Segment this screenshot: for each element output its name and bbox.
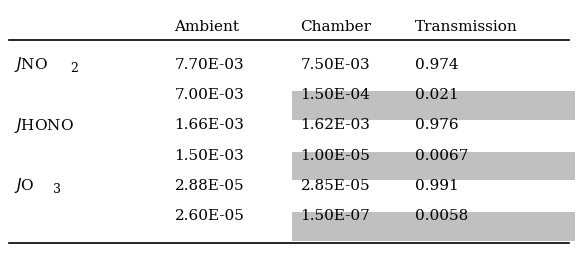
Text: 3: 3 (53, 183, 61, 196)
Text: $\it{J}$HONO: $\it{J}$HONO (14, 116, 74, 135)
Text: $\it{J}$O: $\it{J}$O (14, 176, 35, 195)
Text: 0.0067: 0.0067 (415, 148, 468, 162)
Text: 0.974: 0.974 (415, 58, 458, 72)
FancyBboxPatch shape (292, 212, 575, 241)
Text: 7.50E-03: 7.50E-03 (301, 58, 370, 72)
Text: 1.50E-04: 1.50E-04 (301, 88, 370, 102)
FancyBboxPatch shape (292, 152, 575, 180)
Text: 0.991: 0.991 (415, 179, 459, 193)
Text: 0.021: 0.021 (415, 88, 459, 102)
Text: 2.88E-05: 2.88E-05 (175, 179, 244, 193)
Text: 2.60E-05: 2.60E-05 (175, 209, 244, 223)
Text: 0.0058: 0.0058 (415, 209, 468, 223)
Text: 2.85E-05: 2.85E-05 (301, 179, 370, 193)
Text: 7.70E-03: 7.70E-03 (175, 58, 244, 72)
Text: Ambient: Ambient (175, 20, 239, 34)
Text: $\it{J}$NO: $\it{J}$NO (14, 55, 49, 74)
Text: Chamber: Chamber (301, 20, 372, 34)
Text: 1.66E-03: 1.66E-03 (175, 118, 244, 132)
FancyBboxPatch shape (292, 91, 575, 120)
Text: 2: 2 (71, 62, 78, 75)
Text: Transmission: Transmission (415, 20, 518, 34)
Text: 1.62E-03: 1.62E-03 (301, 118, 370, 132)
Text: 1.50E-03: 1.50E-03 (175, 148, 244, 162)
Text: 0.976: 0.976 (415, 118, 458, 132)
Text: 1.00E-05: 1.00E-05 (301, 148, 370, 162)
Text: 7.00E-03: 7.00E-03 (175, 88, 244, 102)
Text: 1.50E-07: 1.50E-07 (301, 209, 370, 223)
